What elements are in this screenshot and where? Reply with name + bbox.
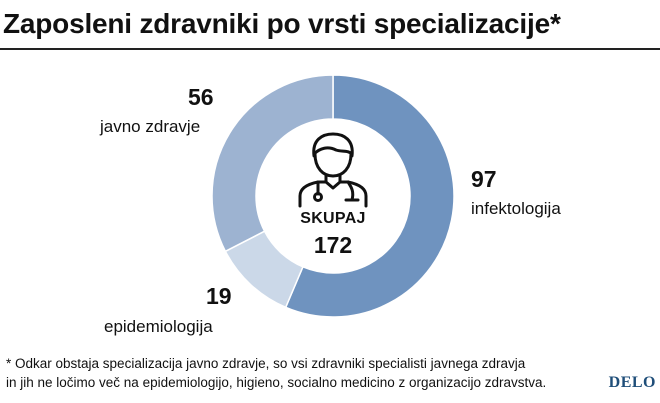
footnote-line: * Odkar obstaja specializacija javno zdr… — [6, 356, 526, 371]
title-rule — [0, 48, 660, 50]
chart-title: Zaposleni zdravniki po vrsti specializac… — [3, 8, 561, 39]
donut-slice-infektologija — [284, 74, 455, 318]
delo-logo: DELO — [608, 374, 656, 391]
total-label: SKUPAJ — [300, 210, 366, 227]
category-label-infektologija: infektologija — [471, 199, 561, 218]
value-label-infektologija: 97 — [471, 166, 497, 192]
footnote: * Odkar obstaja specializacija javno zdr… — [6, 354, 606, 392]
value-label-epidemiologija: 19 — [206, 283, 232, 309]
doctor-icon — [298, 132, 368, 208]
footnote-line: in jih ne ločimo več na epidemiologijo, … — [6, 375, 547, 390]
category-label-epidemiologija: epidemiologija — [104, 317, 213, 336]
donut-slice-javno-zdravje — [211, 74, 334, 253]
value-label-javno-zdravje: 56 — [188, 84, 214, 110]
total-value: 172 — [313, 232, 353, 258]
category-label-javno-zdravje: javno zdravje — [100, 117, 201, 136]
